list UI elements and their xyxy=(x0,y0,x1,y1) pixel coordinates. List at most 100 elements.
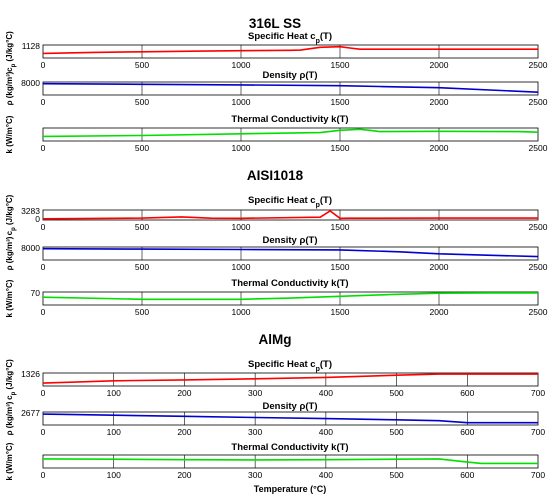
x-tick-label: 2000 xyxy=(430,222,449,232)
x-tick-label: 0 xyxy=(41,307,46,317)
series-line xyxy=(42,82,539,93)
x-tick-label: 500 xyxy=(135,97,149,107)
series-line xyxy=(42,413,538,424)
series-line xyxy=(42,458,538,465)
x-tick-label: 1000 xyxy=(232,97,251,107)
panel-0-1: Density ρ(T) 0 500 1000 1500 2000 2500 8000 ρ (k… xyxy=(5,70,548,107)
x-tick-label: 1500 xyxy=(331,222,350,232)
x-tick-label: 200 xyxy=(177,470,191,480)
axes-box xyxy=(42,246,539,261)
panel-0-0: Specific Heat cp(T) 0 500 1000 1500 2000 2500 1… xyxy=(5,31,548,72)
group-2: AlMg Specific Heat cp(T) 0 100 200 300 400 500 6… xyxy=(5,332,545,494)
x-tick-label: 0 xyxy=(41,222,46,232)
panel-title: Thermal Conductivity k(T) xyxy=(231,278,348,289)
x-tick-label: 500 xyxy=(135,262,149,272)
x-tick-label: 2000 xyxy=(430,60,449,70)
series-line xyxy=(42,210,538,220)
panel-2-0: Specific Heat cp(T) 0 100 200 300 400 500 600 70… xyxy=(5,359,545,400)
x-tick-label: 500 xyxy=(389,388,403,398)
x-tick-label: 700 xyxy=(531,427,545,437)
y-axis-label: k (W/m°C) xyxy=(5,115,14,153)
x-tick-label: 1500 xyxy=(331,97,350,107)
x-axis-label: Temperature (°C) xyxy=(254,484,326,494)
x-tick-label: 2500 xyxy=(529,307,548,317)
panel-title: Thermal Conductivity k(T) xyxy=(231,114,348,125)
x-tick-label: 1500 xyxy=(331,262,350,272)
x-tick-label: 400 xyxy=(319,470,333,480)
x-tick-label: 0 xyxy=(41,388,46,398)
y-tick-label: 1128 xyxy=(22,41,41,51)
panel-title: Thermal Conductivity k(T) xyxy=(231,442,348,453)
x-tick-label: 200 xyxy=(177,427,191,437)
axes-box xyxy=(42,44,539,59)
y-tick-label: 8000 xyxy=(21,78,40,88)
x-tick-label: 0 xyxy=(41,470,46,480)
x-tick-label: 500 xyxy=(135,222,149,232)
y-axis-label: ρ (kg/m³) xyxy=(5,236,14,270)
x-tick-label: 0 xyxy=(41,97,46,107)
y-axis-label: k (W/m°C) xyxy=(5,279,14,317)
x-tick-label: 2500 xyxy=(529,97,548,107)
series-line xyxy=(42,45,538,55)
y-axis-label: ρ (kg/m³) xyxy=(5,71,14,105)
panel-title: Density ρ(T) xyxy=(263,235,318,246)
x-tick-label: 2500 xyxy=(529,143,548,153)
x-tick-label: 500 xyxy=(135,60,149,70)
x-tick-label: 2000 xyxy=(430,307,449,317)
x-tick-label: 500 xyxy=(135,307,149,317)
axes-box xyxy=(42,127,539,142)
panel-1-2: Thermal Conductivity k(T) 0 500 1000 1500 200… xyxy=(5,278,548,317)
y-tick-label: 8000 xyxy=(21,243,40,253)
x-tick-label: 1500 xyxy=(331,307,350,317)
x-tick-label: 1000 xyxy=(232,262,251,272)
panel-title: Specific Heat cp(T) xyxy=(248,359,332,373)
x-tick-label: 300 xyxy=(248,470,262,480)
panel-title: Density ρ(T) xyxy=(263,70,318,81)
y-axis-label: cp (J/kg°C) xyxy=(5,31,17,72)
x-tick-label: 1500 xyxy=(331,60,350,70)
x-tick-label: 500 xyxy=(389,470,403,480)
x-tick-label: 700 xyxy=(531,388,545,398)
y-tick-label: 0 xyxy=(35,214,40,224)
x-tick-label: 600 xyxy=(460,470,474,480)
group-title: AlMg xyxy=(259,332,292,347)
x-tick-label: 2000 xyxy=(430,262,449,272)
x-tick-label: 1500 xyxy=(331,143,350,153)
x-tick-label: 100 xyxy=(107,427,121,437)
axes-box xyxy=(42,209,539,221)
y-axis-label: cp (J/kg°C) xyxy=(5,359,17,400)
panel-title: Specific Heat cp(T) xyxy=(248,31,332,45)
x-tick-label: 2500 xyxy=(529,262,548,272)
x-tick-label: 700 xyxy=(531,470,545,480)
x-tick-label: 300 xyxy=(248,427,262,437)
group-title: AISI1018 xyxy=(247,168,304,183)
x-tick-label: 200 xyxy=(177,388,191,398)
series-line xyxy=(42,292,538,301)
series-line xyxy=(42,373,538,384)
x-tick-label: 2000 xyxy=(430,97,449,107)
x-tick-label: 600 xyxy=(460,427,474,437)
x-tick-label: 1000 xyxy=(232,307,251,317)
x-tick-label: 400 xyxy=(319,388,333,398)
x-tick-label: 1000 xyxy=(232,143,251,153)
x-tick-label: 2500 xyxy=(529,60,548,70)
x-tick-label: 1000 xyxy=(232,60,251,70)
y-tick-label: 2677 xyxy=(21,408,40,418)
panel-2-2: Thermal Conductivity k(T) 0 100 200 300 400 50… xyxy=(5,442,545,480)
series-line xyxy=(42,247,539,258)
group-1: AISI1018 Specific Heat cp(T) 0 500 1000 1500 2… xyxy=(5,168,548,317)
y-axis-label: ρ (kg/m³) xyxy=(5,401,14,435)
series-line xyxy=(42,128,539,138)
x-tick-label: 300 xyxy=(248,388,262,398)
panel-title: Specific Heat cp(T) xyxy=(248,195,332,209)
x-tick-label: 1000 xyxy=(232,222,251,232)
axes-box xyxy=(42,372,539,387)
y-tick-label: 70 xyxy=(31,288,41,298)
x-tick-label: 600 xyxy=(460,388,474,398)
x-tick-label: 400 xyxy=(319,427,333,437)
panel-title: Density ρ(T) xyxy=(263,401,318,412)
y-axis-label: cp (J/kg°C) xyxy=(5,194,17,235)
panel-0-2: Thermal Conductivity k(T) 0 500 1000 1500 200… xyxy=(5,114,548,153)
